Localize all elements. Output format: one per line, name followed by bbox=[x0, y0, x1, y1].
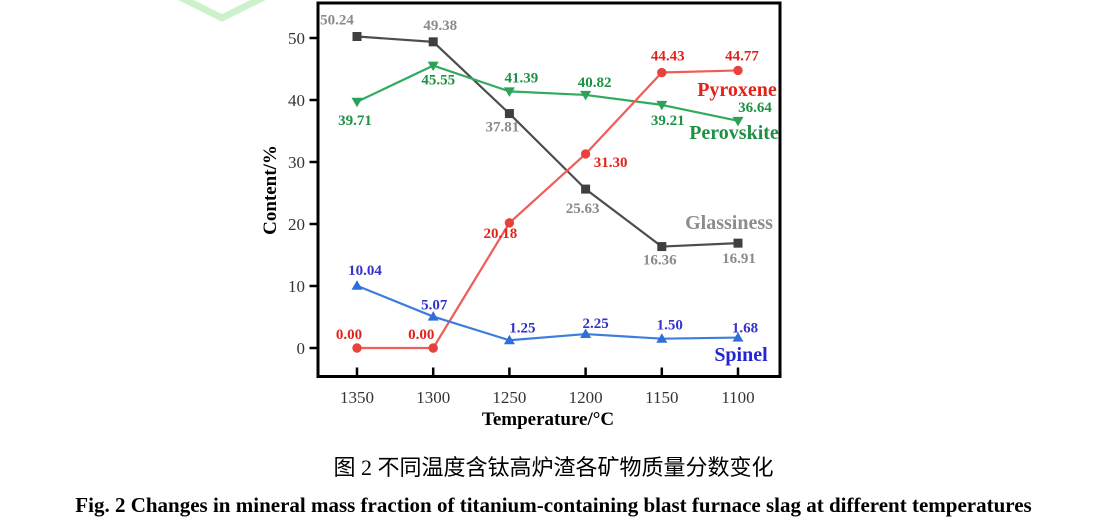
data-label: 16.36 bbox=[643, 253, 677, 269]
x-axis: 1350 1300 1250 1200 1150 1100 bbox=[340, 367, 755, 407]
x-tick-label: 1250 bbox=[492, 388, 526, 407]
data-label: 2.25 bbox=[582, 316, 608, 332]
data-label: 10.04 bbox=[348, 263, 382, 279]
marker-triangle-up-icon bbox=[351, 280, 363, 290]
marker-square-icon bbox=[657, 242, 667, 252]
marker-triangle-down-icon bbox=[427, 61, 439, 72]
series-line bbox=[357, 69, 739, 350]
series-pyroxene: 0.00 0.00 20.18 31.30 44.43 44.77 Pyroxene bbox=[336, 48, 777, 353]
x-tick-label: 1100 bbox=[721, 388, 754, 407]
x-tick-label: 1350 bbox=[340, 388, 374, 407]
marker-triangle-up-icon bbox=[580, 328, 592, 339]
data-label: 5.07 bbox=[421, 298, 448, 314]
data-label: 25.63 bbox=[566, 201, 600, 217]
series-perovskite: 39.71 45.55 41.39 40.82 39.21 36.64 Perovskite bbox=[338, 61, 779, 144]
series-spinel: 10.04 5.07 1.25 2.25 1.50 1.68 Spinel bbox=[348, 263, 768, 366]
series-line bbox=[356, 64, 739, 122]
x-tick-label: 1200 bbox=[569, 388, 603, 407]
series-line bbox=[356, 284, 739, 342]
marker-triangle-up-icon bbox=[732, 332, 744, 342]
data-label: 20.18 bbox=[484, 226, 518, 242]
data-label: 50.24 bbox=[320, 13, 354, 29]
series-name-label: Perovskite bbox=[689, 122, 779, 144]
data-label: 1.50 bbox=[657, 318, 683, 334]
marker-square-icon bbox=[581, 184, 591, 194]
data-label: 40.82 bbox=[578, 75, 612, 91]
data-label: 39.21 bbox=[651, 113, 685, 129]
marker-triangle-down-icon bbox=[503, 87, 515, 97]
data-label: 0.00 bbox=[408, 327, 434, 343]
series-name-label: Spinel bbox=[714, 344, 768, 366]
data-label: 0.00 bbox=[336, 327, 362, 343]
data-label: 37.81 bbox=[486, 120, 520, 136]
y-tick-label: 50 bbox=[288, 29, 305, 48]
marker-triangle-up-icon bbox=[656, 333, 668, 343]
marker-triangle-down-icon bbox=[580, 90, 592, 101]
marker-triangle-down-icon bbox=[656, 100, 668, 111]
data-label: 1.68 bbox=[732, 321, 758, 337]
marker-triangle-up-icon bbox=[427, 311, 439, 321]
marker-square-icon bbox=[352, 32, 362, 42]
marker-circle-icon bbox=[504, 218, 515, 228]
data-label: 41.39 bbox=[505, 70, 539, 86]
x-axis-title: Temperature/°C bbox=[482, 409, 614, 430]
marker-circle-icon bbox=[733, 65, 743, 76]
marker-triangle-down-icon bbox=[732, 116, 744, 127]
data-label: 16.91 bbox=[722, 251, 756, 267]
y-tick-label: 10 bbox=[288, 277, 305, 296]
series-name-label: Glassiness bbox=[685, 212, 773, 234]
series-name-label: Pyroxene bbox=[697, 79, 777, 101]
marker-square-icon bbox=[733, 238, 743, 248]
marker-circle-icon bbox=[428, 343, 438, 353]
y-tick-label: 40 bbox=[288, 91, 305, 110]
data-label: 45.55 bbox=[421, 73, 455, 89]
series-line bbox=[356, 35, 739, 248]
data-label: 1.25 bbox=[509, 320, 535, 336]
marker-circle-icon bbox=[580, 149, 591, 159]
marker-triangle-down-icon bbox=[351, 97, 363, 108]
x-tick-label: 1300 bbox=[416, 388, 450, 407]
plot-border bbox=[316, 1, 782, 378]
series-glassiness: 50.24 49.38 37.81 25.63 16.36 16.91 Glassiness bbox=[320, 13, 773, 269]
data-label: 31.30 bbox=[594, 155, 628, 171]
marker-square-icon bbox=[504, 109, 514, 119]
y-axis-title: Content/% bbox=[260, 145, 281, 235]
caption-chinese: 图 2 不同温度含钛高炉渣各矿物质量分数变化 bbox=[333, 455, 774, 480]
y-tick-label: 20 bbox=[288, 215, 305, 234]
y-tick-label: 30 bbox=[288, 153, 305, 172]
marker-triangle-up-icon bbox=[503, 334, 515, 345]
mineral-content-chart: 1350 1300 1250 1200 1150 1100 0 10 20 30 40 50 Conte… bbox=[178, 0, 782, 430]
marker-circle-icon bbox=[352, 343, 362, 353]
data-label: 36.64 bbox=[738, 100, 772, 116]
marker-square-icon bbox=[428, 37, 438, 47]
data-label: 49.38 bbox=[423, 18, 457, 34]
y-tick-label: 0 bbox=[297, 339, 306, 358]
data-label: 44.77 bbox=[725, 48, 759, 64]
watermark-chevron-icon bbox=[178, 0, 266, 22]
y-axis: 0 10 20 30 40 50 bbox=[288, 29, 318, 358]
marker-circle-icon bbox=[657, 67, 667, 78]
data-label: 44.43 bbox=[651, 49, 685, 65]
caption-english: Fig. 2 Changes in mineral mass fraction … bbox=[75, 493, 1032, 517]
data-label: 39.71 bbox=[338, 113, 372, 129]
x-tick-label: 1150 bbox=[645, 388, 678, 407]
